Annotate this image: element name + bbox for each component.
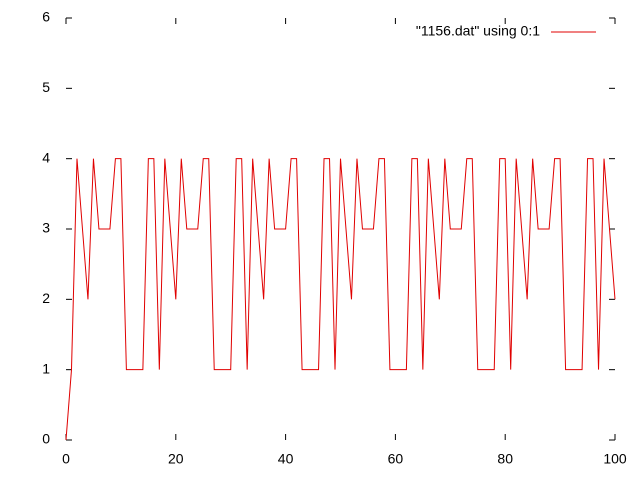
x-tick-label: 0 [62, 451, 70, 467]
x-tick-label: 20 [168, 451, 184, 467]
x-tick-label: 40 [278, 451, 294, 467]
x-tick-label: 60 [388, 451, 404, 467]
y-tick-label: 6 [42, 9, 50, 25]
legend-label: "1156.dat" using 0:1 [416, 23, 540, 39]
y-tick-label: 1 [42, 360, 50, 376]
y-tick-label: 4 [42, 149, 50, 165]
y-tick-label: 2 [42, 290, 50, 306]
x-tick-label: 100 [603, 451, 627, 467]
y-tick-label: 3 [42, 220, 50, 236]
series-line [65, 158, 616, 441]
y-tick-label: 0 [42, 431, 50, 447]
y-tick-label: 5 [42, 79, 50, 95]
x-tick-label: 80 [497, 451, 513, 467]
